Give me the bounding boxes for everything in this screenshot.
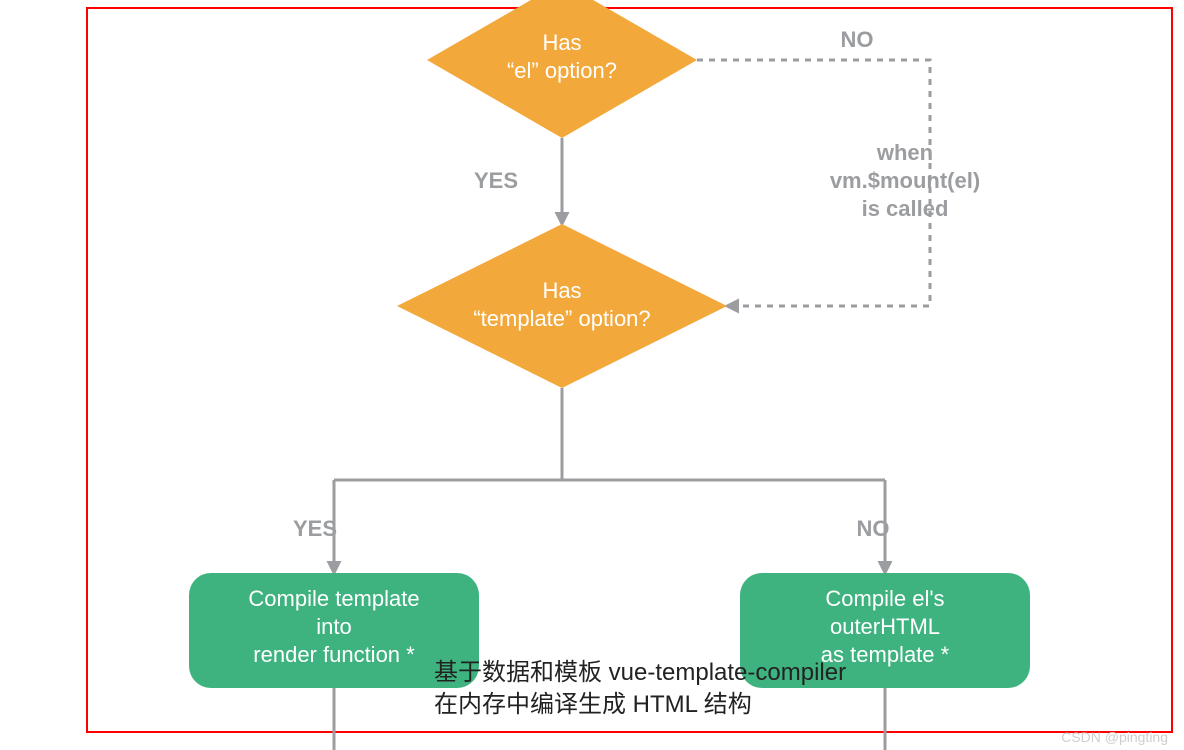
annotation-line1: 基于数据和模板 vue-template-compiler (434, 659, 846, 686)
diamond-el-line1: Has (542, 30, 581, 55)
label-el-yes: YES (474, 168, 518, 193)
diamond-template-line2: “template” option? (473, 306, 650, 331)
node-has-el-option: Has “el” option? (427, 0, 697, 138)
box-outer-line1: Compile el's (825, 586, 944, 611)
box-render-line1: Compile template (248, 586, 419, 611)
watermark-text: CSDN @pingting (1061, 729, 1168, 745)
side-text-mount-3: is called (862, 196, 949, 221)
diamond-template-line1: Has (542, 278, 581, 303)
side-text-mount-2: vm.$mount(el) (830, 168, 980, 193)
label-el-no: NO (841, 27, 874, 52)
box-render-line2: into (316, 614, 351, 639)
side-text-mount-1: when (876, 140, 933, 165)
box-render-line3: render function * (253, 642, 415, 667)
node-has-template-option: Has “template” option? (397, 224, 727, 388)
annotation-line2: 在内存中编译生成 HTML 结构 (434, 691, 752, 718)
diamond-el-line2: “el” option? (507, 58, 617, 83)
box-outer-line2: outerHTML (830, 614, 940, 639)
flowchart-canvas: Has “el” option? NO when vm.$mount(el) i… (0, 0, 1184, 750)
label-template-no: NO (857, 516, 890, 541)
label-template-yes: YES (293, 516, 337, 541)
